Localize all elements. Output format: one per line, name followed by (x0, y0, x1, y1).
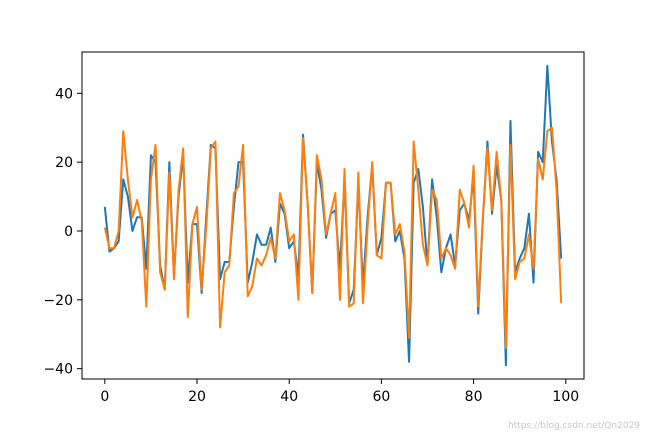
x-tick-label: 60 (372, 389, 390, 405)
x-tick-label: 20 (188, 389, 206, 405)
watermark-text: https://blog.csdn.net/Qn2029 (508, 421, 640, 431)
plot-frame (81, 51, 585, 380)
x-tick-label: 80 (465, 389, 483, 405)
x-axis: 0 20 40 60 80 100 (100, 379, 579, 405)
y-tick-label: 0 (64, 224, 73, 240)
y-tick-label: 40 (55, 86, 73, 102)
y-tick-label: 20 (55, 155, 73, 171)
series-layer (103, 64, 563, 367)
x-tick-label: 0 (100, 389, 109, 405)
series-line-2 (103, 126, 563, 350)
y-axis: −40 −20 0 20 40 (43, 86, 82, 378)
y-tick-label: −20 (43, 293, 73, 309)
x-tick-label: 40 (280, 389, 298, 405)
y-tick-label: −40 (43, 362, 73, 378)
x-tick-label: 100 (552, 389, 579, 405)
